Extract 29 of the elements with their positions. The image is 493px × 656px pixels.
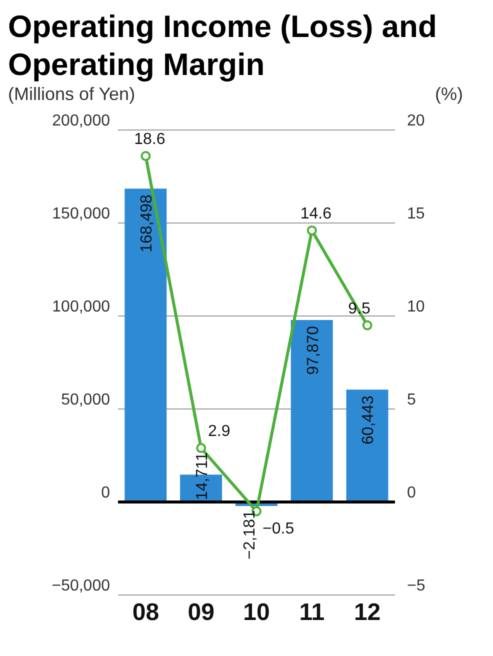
- data-label: 168,498: [138, 194, 156, 252]
- data-label: 97,870: [304, 326, 322, 375]
- y2-tick-label: −5: [407, 578, 426, 595]
- y-tick-label: 100,000: [52, 298, 110, 316]
- y2-axis-title: (%): [435, 84, 463, 105]
- x-tick-label: 11: [299, 599, 325, 626]
- y2-tick-label: 10: [407, 298, 425, 316]
- y-tick-label: 50,000: [61, 392, 110, 409]
- data-label: 2.9: [208, 423, 230, 440]
- y-axis-title: (Millions of Yen): [8, 84, 136, 105]
- y2-tick-label: 0: [407, 484, 416, 502]
- data-label: −2,181: [241, 510, 258, 560]
- x-tick-label: 12: [354, 599, 381, 626]
- x-tick-label: 09: [188, 599, 214, 626]
- data-label: 14.6: [300, 205, 332, 222]
- y2-tick-label: 5: [407, 392, 416, 409]
- data-label: −0.5: [262, 520, 294, 538]
- x-tick-label: 08: [132, 599, 160, 626]
- data-label: 60,443: [360, 395, 378, 445]
- y2-tick-label: 20: [407, 112, 425, 130]
- chart-title: Operating Income (Loss) and Operating Margin: [8, 8, 438, 84]
- data-label: 18.6: [134, 131, 166, 148]
- y2-tick-label: 15: [407, 206, 425, 223]
- x-tick-label: 10: [243, 599, 270, 626]
- y-tick-label: 0: [101, 484, 110, 502]
- data-label: 14,711: [194, 452, 212, 500]
- y-tick-label: 150,000: [52, 206, 110, 223]
- y-tick-label: −50,000: [52, 578, 110, 595]
- y-tick-label: 200,000: [52, 112, 110, 130]
